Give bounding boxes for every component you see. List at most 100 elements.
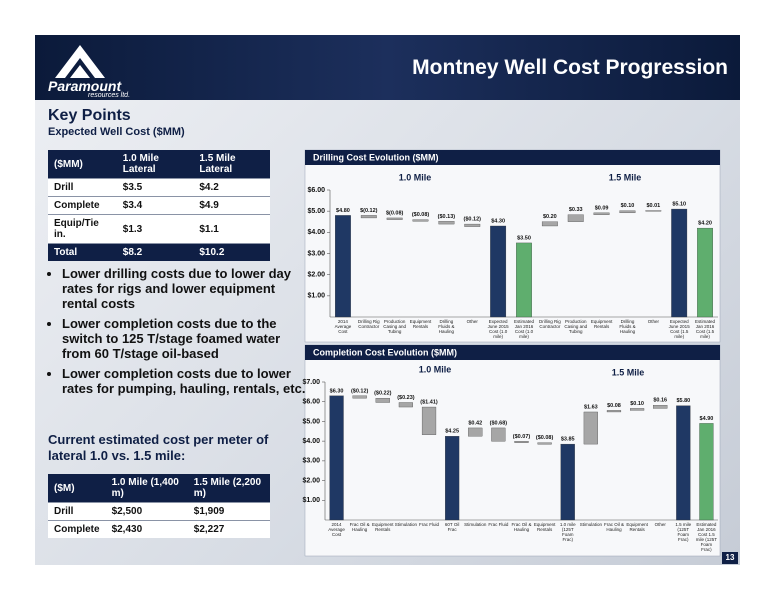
bar xyxy=(593,212,610,215)
y-tick-label: $1.00 xyxy=(307,293,325,300)
table-cell: Equip/Tie in. xyxy=(48,214,117,244)
chart-panel xyxy=(304,149,721,343)
bar xyxy=(619,210,636,214)
value-label: ($0.12) xyxy=(351,388,369,394)
value-label: $4.80 xyxy=(336,208,350,214)
x-tick-label: 1.5 mile (125T Foam Frac) xyxy=(675,522,692,542)
table-cell: $2,500 xyxy=(105,502,188,521)
bar xyxy=(583,411,598,445)
bar xyxy=(398,402,413,408)
value-label: $0.10 xyxy=(621,203,635,209)
x-tick-label: 1.0 mile (125T Foam Frac) xyxy=(559,522,576,542)
bar xyxy=(516,242,532,318)
bar xyxy=(421,406,437,435)
table-cell: Total xyxy=(48,243,117,261)
x-tick-label: Production Casing and Tubing xyxy=(383,319,407,334)
table-cell: $4.9 xyxy=(193,196,270,215)
section-label: 1.0 Mile xyxy=(419,364,452,374)
bar xyxy=(645,210,662,212)
logo-mark xyxy=(55,45,105,78)
chart-title-bar xyxy=(305,150,720,165)
table-cell: $1,909 xyxy=(187,502,270,521)
bar xyxy=(491,427,506,442)
value-label: $4.90 xyxy=(700,416,714,422)
x-tick-label: Other xyxy=(647,319,659,324)
bar xyxy=(386,217,403,220)
y-tick-label: $3.00 xyxy=(307,250,325,257)
x-tick-label: Equipment Rentals xyxy=(533,522,556,532)
x-tick-label: Estimated Jan 2016 Cost (1.0 mile) xyxy=(513,319,534,339)
value-label: $0.09 xyxy=(595,205,609,211)
section-label: 1.0 Mile xyxy=(399,172,432,182)
table-cell: $1.1 xyxy=(193,214,270,244)
table-cell: $3.4 xyxy=(116,196,194,215)
table-row: Drill $2,500 $1,909 xyxy=(48,502,270,521)
cost-table: ($MM) 1.0 Mile Lateral 1.5 Mile Lateral Dri… xyxy=(48,150,270,261)
y-tick-label: $2.00 xyxy=(307,272,325,279)
y-tick-label: $1.00 xyxy=(302,497,320,504)
x-tick-label: Equipment Rentals xyxy=(409,319,432,329)
value-label: ($0.08) xyxy=(536,435,554,441)
value-label: ($1.41) xyxy=(420,399,438,405)
table-header-cell: ($MM) xyxy=(48,150,117,179)
logo-text: Paramount xyxy=(48,78,122,94)
bar xyxy=(606,410,622,413)
bar xyxy=(541,221,558,227)
bar xyxy=(412,219,429,222)
y-tick-label: $6.00 xyxy=(307,187,325,194)
section-label: 1.5 Mile xyxy=(609,172,642,182)
value-label: $(0.08) xyxy=(386,210,404,216)
value-label: $4.20 xyxy=(698,221,712,227)
table-cell: $1.3 xyxy=(116,214,194,244)
x-tick-label: Stimulation xyxy=(579,522,602,527)
bar xyxy=(360,215,377,219)
bar xyxy=(567,214,584,222)
value-label: $0.01 xyxy=(646,203,660,209)
section-title: Key Points xyxy=(48,107,131,124)
x-tick-label: 2014 Average Cost xyxy=(334,319,352,334)
bar xyxy=(671,208,688,318)
value-label: ($0.23) xyxy=(397,395,415,401)
x-tick-label: Drilling Fluids & Hauling xyxy=(438,319,455,334)
bar xyxy=(464,223,481,227)
bar xyxy=(329,395,344,521)
value-label: $0.10 xyxy=(630,401,644,407)
cost-per-meter-table: ($M) 1.0 Mile (1,400 m) 1.5 Mile (2,200 m)… xyxy=(48,474,270,538)
bullet-list: Lower drilling costs due to lower day ra… xyxy=(48,266,307,401)
value-label: $3.50 xyxy=(517,235,531,241)
x-tick-label: Other xyxy=(654,522,666,527)
bar xyxy=(490,225,507,318)
y-tick-label: $3.00 xyxy=(302,458,320,465)
bullet: Lower completion costs due to the switch… xyxy=(62,316,307,361)
x-tick-label: Equipment Rentals xyxy=(372,522,394,532)
x-tick-label: 60T Oil Frac xyxy=(444,522,460,532)
table-row: Complete $3.4 $4.9 xyxy=(48,196,270,215)
bar xyxy=(375,398,390,403)
bar xyxy=(676,405,691,521)
bar xyxy=(468,427,483,437)
table-header-cell: 1.5 Mile (2,200 m) xyxy=(187,474,270,503)
table-header-row: ($MM) 1.0 Mile Lateral 1.5 Mile Lateral xyxy=(48,150,270,179)
table-header-row: ($M) 1.0 Mile (1,400 m) 1.5 Mile (2,200 m) xyxy=(48,474,270,503)
value-label: ($0.08) xyxy=(412,212,430,218)
value-label: $4.30 xyxy=(491,218,505,224)
value-label: $3.85 xyxy=(561,437,575,443)
x-tick-label: Stimulation xyxy=(464,522,487,527)
x-tick-label: Drilling Rig Contractor xyxy=(357,319,380,329)
page-title: Montney Well Cost Progression xyxy=(412,56,728,79)
x-tick-label: Equipment Rentals xyxy=(626,522,648,532)
x-tick-label: Frac Fluid xyxy=(419,522,440,527)
x-tick-label: Equipment Rentals xyxy=(590,319,613,329)
table-cell: Complete xyxy=(48,196,117,215)
x-tick-label: Drilling Rig Contractor xyxy=(538,319,561,329)
chart-title: Drilling Cost Evolution ($MM) xyxy=(313,152,439,162)
table-row: Equip/Tie in. $1.3 $1.1 xyxy=(48,214,270,244)
x-tick-label: Frac Fluid xyxy=(488,522,509,527)
value-label: $5.80 xyxy=(676,398,690,404)
chart-title: Completion Cost Evolution ($MM) xyxy=(313,347,457,357)
y-tick-label: $5.00 xyxy=(307,208,325,215)
x-tick-label: Drilling Fluids & Hauling xyxy=(619,319,636,334)
bar xyxy=(445,436,460,521)
logo-subtext: resources ltd. xyxy=(88,92,131,99)
table-row: Drill $3.5 $4.2 xyxy=(48,178,270,197)
